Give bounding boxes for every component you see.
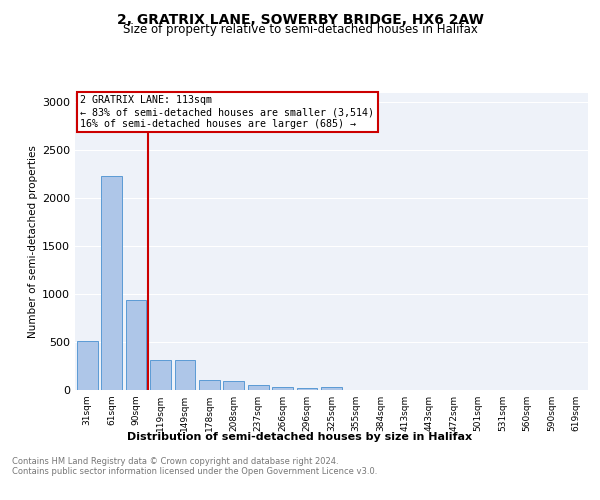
Bar (150, 360, 171, 390)
Bar (223, 381, 244, 390)
Bar (175, 360, 196, 390)
Bar (272, 386, 293, 390)
Text: Contains public sector information licensed under the Open Government Licence v3: Contains public sector information licen… (12, 468, 377, 476)
Bar (77, 341, 98, 390)
Bar (101, 176, 122, 390)
Text: 2, GRATRIX LANE, SOWERBY BRIDGE, HX6 2AW: 2, GRATRIX LANE, SOWERBY BRIDGE, HX6 2AW (116, 12, 484, 26)
Bar (321, 387, 342, 390)
Bar (125, 300, 146, 390)
Y-axis label: Number of semi-detached properties: Number of semi-detached properties (28, 145, 38, 338)
Bar (199, 380, 220, 390)
Bar (248, 385, 269, 390)
Text: Size of property relative to semi-detached houses in Halifax: Size of property relative to semi-detach… (122, 22, 478, 36)
Text: Contains HM Land Registry data © Crown copyright and database right 2024.: Contains HM Land Registry data © Crown c… (12, 458, 338, 466)
Text: 2 GRATRIX LANE: 113sqm
← 83% of semi-detached houses are smaller (3,514)
16% of : 2 GRATRIX LANE: 113sqm ← 83% of semi-det… (80, 96, 374, 128)
Text: Distribution of semi-detached houses by size in Halifax: Distribution of semi-detached houses by … (127, 432, 473, 442)
Bar (296, 388, 317, 390)
